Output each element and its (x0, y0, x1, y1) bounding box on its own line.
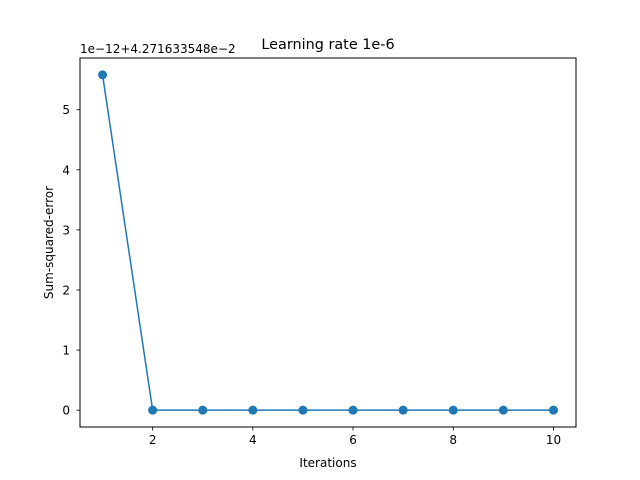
data-point (548, 405, 558, 415)
x-tick-label: 4 (249, 433, 257, 447)
series-line (101, 74, 554, 411)
data-point (448, 405, 458, 415)
chart-title: Learning rate 1e-6 (261, 37, 394, 53)
y-tick-label: 4 (62, 163, 70, 177)
data-point (498, 405, 508, 415)
y-tick-label: 0 (62, 404, 70, 418)
x-tick-label: 2 (149, 433, 157, 447)
y-tick-label: 5 (62, 103, 70, 117)
y-tick-label: 2 (62, 283, 70, 297)
data-point (348, 405, 358, 415)
x-axis-label: Iterations (299, 456, 356, 470)
x-tick-label: 10 (546, 433, 561, 447)
data-marks (98, 70, 558, 415)
y-tick-label: 1 (62, 344, 70, 358)
data-point (398, 405, 408, 415)
axis-ticks: 2 4 6 8 10 0 1 2 3 4 5 (62, 103, 561, 447)
data-point (148, 405, 158, 415)
y-axis-label: Sum-squared-error (42, 186, 56, 299)
data-point (298, 405, 308, 415)
data-point (198, 405, 208, 415)
data-point (248, 405, 258, 415)
y-axis-offset-label: 1e−12+4.271633548e−2 (80, 42, 236, 56)
x-tick-label: 8 (449, 433, 457, 447)
x-tick-label: 6 (349, 433, 357, 447)
axes-frame (79, 57, 577, 428)
y-tick-label: 3 (62, 223, 70, 237)
data-point (98, 70, 108, 80)
